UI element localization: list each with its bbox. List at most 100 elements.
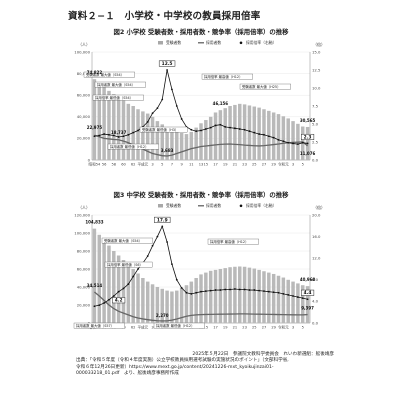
applicants-bar: [276, 114, 281, 160]
left-tick-label: 40,000: [77, 114, 91, 119]
ratio-point: [185, 291, 188, 294]
ratio-point: [224, 125, 227, 128]
x-tick-label: 平成元: [137, 325, 148, 330]
ratio-point: [166, 69, 168, 71]
callout-box: [153, 322, 205, 329]
callout-label: 採用倍率 最高値（H12）: [204, 74, 242, 79]
applicants-bar: [281, 277, 286, 323]
applicants-bar: [131, 269, 135, 323]
ratio-point: [272, 136, 275, 139]
applicants-bar: [242, 104, 247, 160]
callout-label: 採用者数 最大値（S54）: [97, 82, 135, 87]
right-tick-label: 15.0: [312, 49, 321, 54]
chart-title: 図2 小学校 受験者数・採用者数・競争率（採用倍率）の推移: [113, 28, 289, 36]
applicants-bar: [247, 267, 252, 323]
applicants-bar: [286, 118, 290, 160]
ratio-point: [98, 304, 101, 307]
data-value-label: 9,397: [301, 306, 314, 311]
applicants-bar: [238, 266, 242, 323]
x-tick-label: 58: [112, 163, 117, 167]
hires-line: [94, 134, 308, 157]
ratio-point: [292, 295, 294, 297]
footer-line: 000033218_01.pdf より、舩後靖彦事務所作成: [76, 371, 179, 377]
ratio-point: [219, 123, 222, 126]
ratio-point: [282, 292, 285, 295]
x-tick-label: 3: [151, 326, 153, 330]
applicants-bar: [300, 285, 305, 323]
ratio-point: [229, 288, 231, 291]
ratio-point: [234, 288, 236, 290]
ratio-point: [277, 138, 280, 141]
applicants-bar: [281, 116, 286, 160]
ratio-point: [156, 107, 159, 110]
ratio-point: [209, 126, 212, 129]
ratio-point: [204, 128, 207, 130]
left-tick-label: 60,000: [77, 93, 91, 98]
ratio-value-box: [154, 216, 171, 223]
left-axis-unit: （人）: [78, 42, 90, 47]
applicants-bar: [184, 285, 189, 323]
ratio-point: [200, 129, 202, 132]
applicants-bar: [204, 272, 208, 323]
right-tick-label: 12.0: [312, 256, 321, 261]
left-tick-label: 120,000: [74, 212, 90, 217]
legend-swatch: [239, 204, 243, 208]
applicants-bar: [160, 124, 164, 160]
applicants-bar: [141, 111, 145, 160]
ratio-point: [137, 268, 139, 270]
ratio-point: [190, 128, 193, 131]
applicants-bar: [194, 278, 198, 323]
applicants-bar: [204, 120, 208, 160]
ratio-point: [306, 298, 309, 301]
ratio-point: [156, 235, 159, 238]
applicants-bar: [145, 113, 150, 160]
x-tick-label: 3: [292, 163, 294, 167]
x-tick-label: 5: [302, 326, 304, 330]
ratio-point: [253, 131, 256, 134]
left-tick-label: 60,000: [77, 266, 91, 271]
applicants-bar: [194, 127, 198, 160]
applicants-bar: [179, 133, 184, 160]
ratio-point: [195, 291, 198, 294]
applicants-bar: [160, 288, 164, 323]
legend-label: 採用者数: [206, 203, 221, 208]
applicants-bar: [238, 103, 242, 160]
chart-junior-high: 図3 中学校 受験者数・採用者数・競争率（採用倍率）の推移 （人） （倍） 受験者数…: [70, 190, 332, 345]
ratio-point: [112, 134, 115, 137]
applicants-bar: [296, 283, 300, 323]
legend-label: 採用倍率（右軸）: [246, 40, 276, 45]
data-value-label: 12.5: [162, 61, 173, 67]
ratio-point: [282, 140, 285, 143]
applicants-bar: [126, 264, 131, 323]
right-tick-label: 10.0: [312, 85, 321, 90]
ratio-point: [248, 289, 251, 291]
ratio-point: [103, 133, 106, 135]
x-tick-label: 23: [242, 163, 247, 167]
callout-label: 受験者数 最大値（H25）: [242, 84, 280, 89]
legend-label: 採用者数: [206, 40, 221, 45]
x-tick-label: 17: [213, 163, 218, 167]
callout-box: [139, 126, 188, 133]
applicants-bar: [150, 116, 155, 160]
ratio-point: [224, 288, 227, 291]
callout-label: 受験者数 最大値（S54）: [86, 72, 124, 77]
x-tick-label: 昭和54: [89, 162, 101, 167]
x-tick-label: 3: [151, 163, 153, 167]
right-tick-label: 2.5: [312, 139, 319, 144]
ratio-point: [195, 130, 198, 133]
x-tick-label: 5: [302, 163, 304, 167]
ratio-point: [175, 278, 178, 281]
callout-label: 採用倍率 最低値（S54）: [95, 95, 133, 100]
ratio-point: [306, 142, 309, 145]
ratio-point: [103, 302, 106, 304]
left-tick-label: 0: [88, 157, 91, 162]
ratio-value-box: [112, 297, 126, 304]
chart-svg: （人） （倍） 受験者数 採用者数 採用倍率（右軸） 0 20,000 40,000 60,00…: [74, 40, 325, 167]
x-tick-label: 29: [271, 163, 276, 167]
applicants-bar: [305, 286, 310, 323]
applicants-bar: [112, 94, 116, 160]
applicants-bar: [262, 271, 266, 323]
applicants-bar: [223, 108, 227, 160]
applicants-bar: [136, 273, 140, 323]
applicants-bar: [218, 269, 223, 323]
